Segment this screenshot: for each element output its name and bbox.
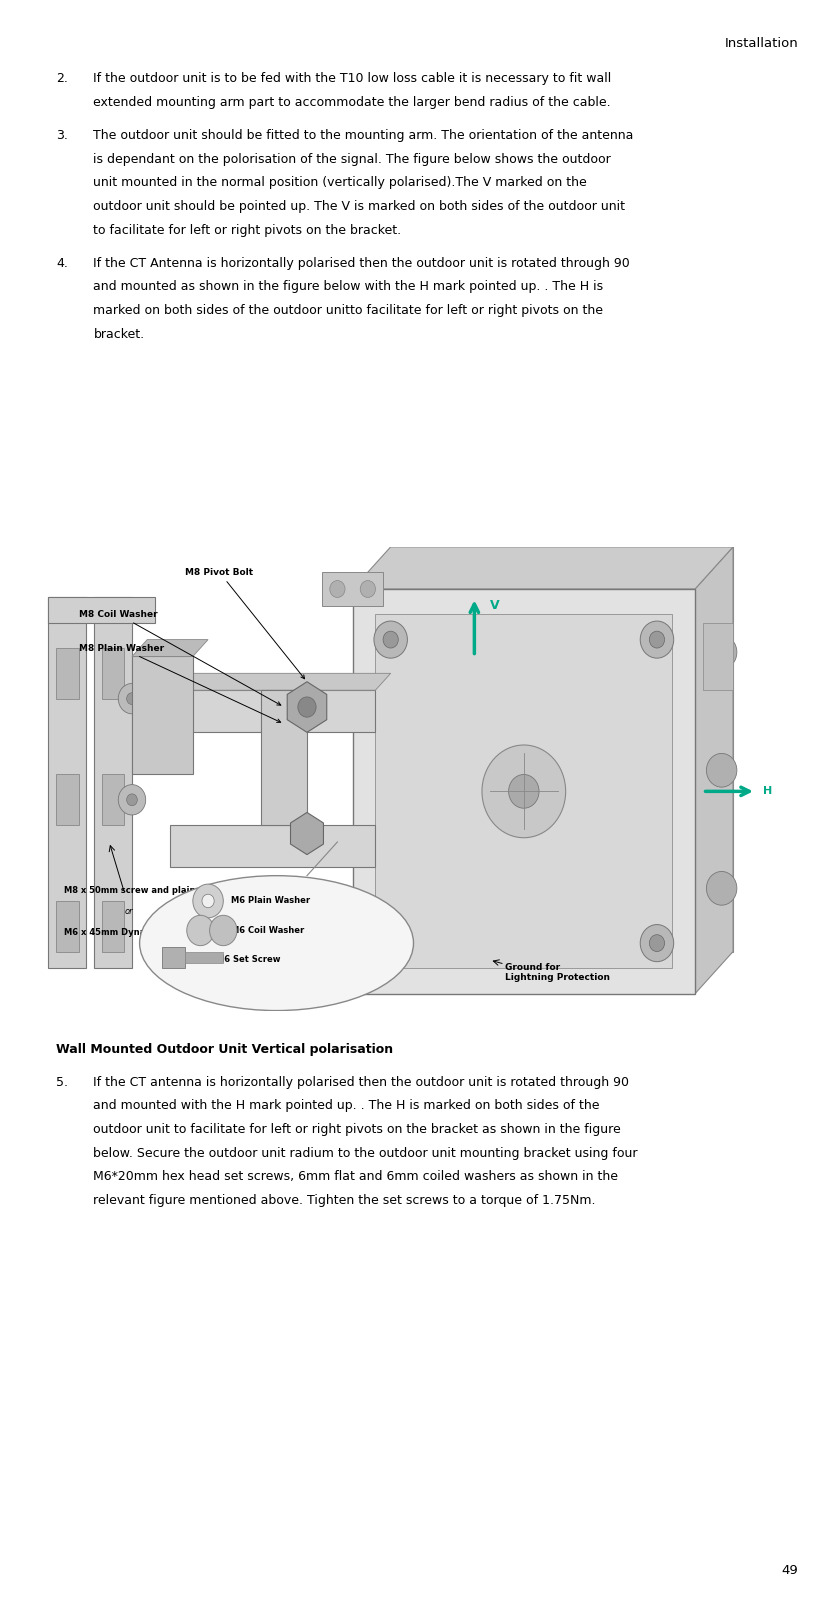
Text: H: H — [763, 787, 772, 796]
Bar — [261, 691, 307, 825]
Circle shape — [640, 924, 674, 961]
Circle shape — [509, 774, 539, 807]
Text: and mounted as shown in the figure below with the H mark pointed up. . The H is: and mounted as shown in the figure below… — [93, 280, 604, 294]
Text: M8 x 50mm screw and plain washer: M8 x 50mm screw and plain washer — [64, 886, 232, 894]
Circle shape — [361, 580, 375, 598]
Circle shape — [330, 580, 345, 598]
Text: M8 Coil Washer: M8 Coil Washer — [79, 609, 281, 705]
Text: M8 Pivot Bolt: M8 Pivot Bolt — [185, 568, 304, 678]
Bar — [48, 598, 155, 622]
Circle shape — [118, 785, 146, 815]
Circle shape — [127, 692, 137, 705]
Text: V: V — [490, 600, 500, 612]
Text: 4.: 4. — [56, 257, 68, 270]
Polygon shape — [132, 640, 208, 657]
Circle shape — [298, 697, 316, 718]
Text: If the CT antenna is horizontally polarised then the outdoor unit is rotated thr: If the CT antenna is horizontally polari… — [93, 1076, 629, 1089]
Circle shape — [374, 924, 408, 961]
Text: to facilitate for left or right pivots on the bracket.: to facilitate for left or right pivots o… — [93, 224, 402, 237]
Text: M6 x 45mm Dyna Bolt: M6 x 45mm Dyna Bolt — [64, 927, 167, 937]
Polygon shape — [170, 825, 375, 867]
Text: If the CT Antenna is horizontally polarised then the outdoor unit is rotated thr: If the CT Antenna is horizontally polari… — [93, 257, 630, 270]
Polygon shape — [287, 681, 327, 732]
Bar — [102, 648, 124, 699]
Text: relevant figure mentioned above. Tighten the set screws to a torque of 1.75Nm.: relevant figure mentioned above. Tighten… — [93, 1194, 596, 1207]
Text: Ground for
Lightning Protection: Ground for Lightning Protection — [504, 963, 609, 982]
Text: 2.: 2. — [56, 72, 68, 85]
Text: 49: 49 — [782, 1564, 798, 1577]
Bar — [56, 648, 79, 699]
Circle shape — [383, 935, 399, 951]
Text: extended mounting arm part to accommodate the larger bend radius of the cable.: extended mounting arm part to accommodat… — [93, 96, 611, 109]
Text: 3.: 3. — [56, 130, 68, 142]
Bar — [352, 588, 695, 993]
Circle shape — [209, 915, 237, 945]
Circle shape — [202, 894, 214, 908]
Text: 5.: 5. — [56, 1076, 69, 1089]
Circle shape — [187, 915, 214, 945]
Text: The outdoor unit should be fitted to the mounting arm. The orientation of the an: The outdoor unit should be fitted to the… — [93, 130, 633, 142]
Text: M8 Plain Washer: M8 Plain Washer — [79, 643, 280, 723]
Bar — [323, 572, 383, 606]
Text: outdoor unit should be pointed up. The V is marked on both sides of the outdoor : outdoor unit should be pointed up. The V… — [93, 200, 625, 213]
Bar — [56, 774, 79, 825]
Polygon shape — [695, 547, 733, 993]
Bar — [375, 614, 672, 969]
Text: Wall Mounted Outdoor Unit Vertical polarisation: Wall Mounted Outdoor Unit Vertical polar… — [56, 1043, 394, 1055]
Polygon shape — [170, 673, 390, 691]
Circle shape — [482, 745, 566, 838]
Circle shape — [649, 632, 665, 648]
Polygon shape — [390, 547, 733, 951]
Circle shape — [383, 632, 399, 648]
Bar — [56, 900, 79, 951]
Polygon shape — [162, 947, 185, 969]
Circle shape — [706, 635, 737, 668]
Circle shape — [706, 753, 737, 787]
Polygon shape — [290, 812, 323, 854]
Text: is dependant on the polorisation of the signal. The figure below shows the outdo: is dependant on the polorisation of the … — [93, 152, 611, 166]
Circle shape — [118, 683, 146, 713]
Text: M6 Coil Washer: M6 Coil Washer — [231, 926, 304, 935]
Text: below. Secure the outdoor unit radium to the outdoor unit mounting bracket using: below. Secure the outdoor unit radium to… — [93, 1146, 638, 1159]
Bar — [102, 774, 124, 825]
Text: bracket.: bracket. — [93, 328, 145, 341]
Text: M6*20mm hex head set screws, 6mm flat and 6mm coiled washers as shown in the: M6*20mm hex head set screws, 6mm flat an… — [93, 1170, 619, 1183]
Polygon shape — [352, 547, 733, 588]
Text: marked on both sides of the outdoor unitto facilitate for left or right pivots o: marked on both sides of the outdoor unit… — [93, 304, 604, 317]
Bar — [185, 953, 223, 963]
Text: outdoor unit to facilitate for left or right pivots on the bracket as shown in t: outdoor unit to facilitate for left or r… — [93, 1122, 621, 1137]
Polygon shape — [170, 691, 375, 732]
Text: If the outdoor unit is to be fed with the T10 low loss cable it is necessary to : If the outdoor unit is to be fed with th… — [93, 72, 612, 85]
Text: unit mounted in the normal position (vertically polarised).The V marked on the: unit mounted in the normal position (ver… — [93, 176, 587, 189]
Bar — [48, 598, 86, 969]
Circle shape — [374, 620, 408, 659]
Circle shape — [193, 884, 223, 918]
Text: and mounted with the H mark pointed up. . The H is marked on both sides of the: and mounted with the H mark pointed up. … — [93, 1100, 600, 1113]
Text: Installation: Installation — [724, 37, 798, 50]
Circle shape — [649, 935, 665, 951]
Bar — [94, 598, 132, 969]
Text: or: or — [124, 907, 133, 916]
Bar — [102, 900, 124, 951]
Bar — [703, 622, 733, 691]
Text: M6 Set Screw: M6 Set Screw — [216, 956, 280, 964]
Circle shape — [127, 793, 137, 806]
Bar — [132, 657, 193, 774]
Ellipse shape — [140, 876, 414, 1011]
Circle shape — [640, 620, 674, 659]
Text: M6 Plain Washer: M6 Plain Washer — [231, 897, 310, 905]
Circle shape — [706, 871, 737, 905]
